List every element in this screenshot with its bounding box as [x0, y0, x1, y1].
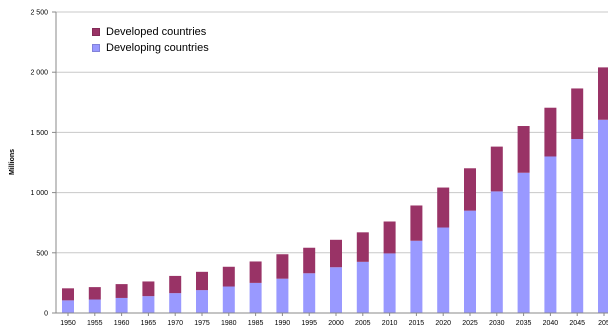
- bar-developing-2010: [383, 253, 396, 313]
- bar-developing-2040: [544, 156, 557, 313]
- legend-label-developing: Developing countries: [106, 42, 209, 54]
- bar-developed-2020: [437, 187, 450, 228]
- bar-developed-1990: [276, 254, 289, 279]
- y-tick-label: 500: [36, 250, 48, 257]
- y-tick-label: 1 000: [30, 190, 48, 197]
- y-tick-label: 2 500: [30, 10, 48, 17]
- tick-labels: 0 500 1 000 1 500 2 000 2 500 1950 1955 1960 1965…: [30, 10, 608, 328]
- bar-developed-2005: [356, 232, 369, 262]
- bar-developing-2045: [571, 139, 584, 313]
- x-tick-label: 1980: [221, 320, 237, 327]
- bar-developing-1970: [169, 293, 182, 313]
- x-tick-label: 1990: [275, 320, 291, 327]
- bar-developing-2035: [517, 172, 530, 313]
- x-tick-label: 1960: [114, 320, 130, 327]
- bar-developed-2025: [464, 168, 476, 211]
- bar-developed-2035: [517, 126, 530, 173]
- x-tick-label: 1950: [60, 320, 76, 327]
- x-tick-label: 2005: [355, 320, 371, 327]
- bar-developing-2030: [490, 191, 503, 313]
- y-tick-label: 0: [44, 311, 48, 318]
- bar-developed-1960: [115, 284, 128, 298]
- bar-developed-2045: [571, 88, 584, 140]
- bar-developing-2025: [464, 210, 476, 313]
- bar-developing-2015: [410, 240, 423, 313]
- bar-developing-1980: [222, 286, 235, 313]
- bar-developing-1950: [62, 300, 74, 313]
- bar-developing-2020: [437, 227, 450, 313]
- bar-developed-1970: [169, 275, 182, 294]
- x-tick-label: 2030: [489, 320, 505, 327]
- bar-developing-2000: [330, 267, 342, 313]
- bar-developing-1990: [276, 278, 289, 313]
- bar-developing-1960: [115, 297, 128, 313]
- x-tick-label: 1955: [87, 320, 103, 327]
- x-tick-label: 205: [598, 320, 608, 327]
- bar-developed-2010: [383, 221, 396, 254]
- x-tick-label: 1965: [141, 320, 157, 327]
- bar-developed-1965: [142, 281, 155, 297]
- bars: [62, 67, 608, 314]
- bar-developed-1955: [88, 287, 101, 300]
- bar-developed-1980: [222, 266, 235, 287]
- x-tick-label: 1995: [301, 320, 317, 327]
- bar-developing-1975: [196, 290, 208, 313]
- bar-developing-1955: [88, 299, 101, 313]
- bar-developed-2040: [544, 107, 557, 157]
- legend-swatch-developed: [92, 28, 100, 36]
- legend-item-developed: Developed countries: [92, 24, 209, 40]
- bar-developing-1995: [303, 273, 316, 313]
- gridlines: [56, 11, 608, 254]
- y-tick-label: 2 000: [30, 70, 48, 77]
- y-axis-label: Millions: [9, 149, 16, 175]
- legend-label-developed: Developed countries: [106, 26, 207, 38]
- legend: Developed countries Developing countries: [92, 24, 209, 56]
- x-tick-label: 1985: [248, 320, 264, 327]
- legend-item-developing: Developing countries: [92, 40, 209, 56]
- x-tick-label: 2025: [462, 320, 478, 327]
- x-tick-label: 2040: [543, 320, 559, 327]
- bar-developing-2005: [356, 261, 369, 313]
- x-tick-label: 2020: [435, 320, 451, 327]
- bar-developed-2050: [598, 67, 608, 120]
- x-tick-label: 1970: [167, 320, 183, 327]
- bar-developed-1950: [62, 288, 74, 301]
- x-tick-label: 2010: [382, 320, 398, 327]
- axes: [52, 11, 608, 316]
- y-tick-label: 1 500: [30, 130, 48, 137]
- x-tick-label: 1975: [194, 320, 210, 327]
- bar-developed-1975: [196, 271, 208, 291]
- bar-developed-2015: [410, 205, 423, 241]
- bar-developing-1965: [142, 296, 155, 313]
- bar-developed-1985: [249, 261, 262, 283]
- bar-developing-1985: [249, 282, 262, 313]
- x-tick-label: 2015: [409, 320, 425, 327]
- x-tick-label: 2035: [516, 320, 532, 327]
- bar-developed-2030: [490, 146, 503, 192]
- x-tick-label: 2000: [328, 320, 344, 327]
- bar-developed-1995: [303, 247, 316, 274]
- legend-swatch-developing: [92, 44, 100, 52]
- bar-developed-2000: [330, 239, 342, 268]
- x-tick-label: 2045: [569, 320, 585, 327]
- bar-developing-2050: [598, 119, 608, 314]
